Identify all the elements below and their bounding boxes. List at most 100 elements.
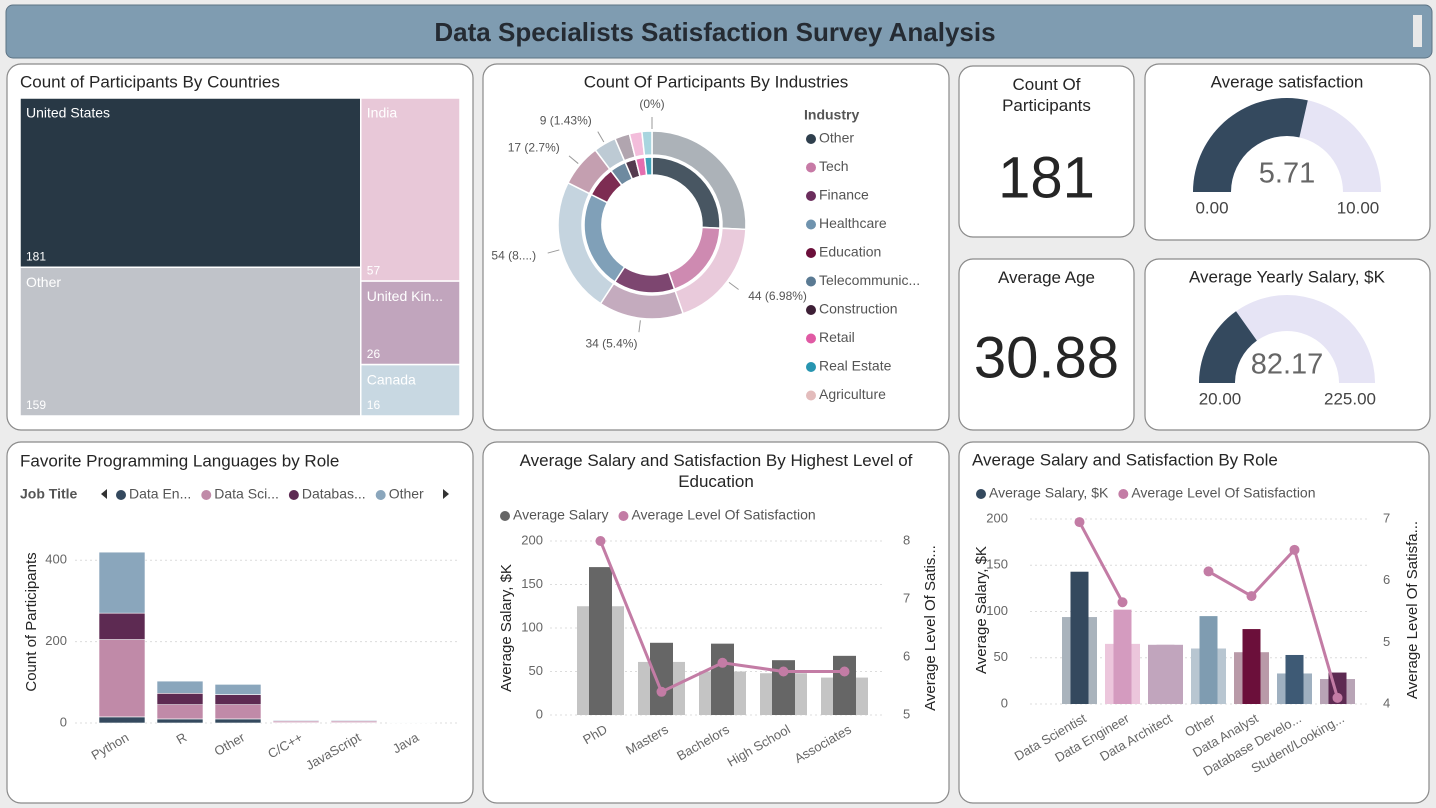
- y-tick-label: 0: [60, 714, 67, 729]
- legend-label: Data Sci...: [214, 486, 279, 502]
- legend-next[interactable]: [443, 489, 449, 499]
- y-tick-label: 8: [903, 532, 910, 547]
- legend-label: Healthcare: [819, 215, 887, 231]
- panel: [1144, 258, 1431, 431]
- legend-swatch: [500, 511, 510, 521]
- bar-segment: [156, 693, 204, 705]
- data-label: 44 (6.98%): [748, 289, 807, 303]
- bar: [772, 660, 795, 715]
- legend-label: Other: [389, 486, 424, 502]
- legend-swatch: [618, 511, 629, 521]
- legend-label: Other: [819, 130, 854, 146]
- y-tick-label: 100: [521, 619, 543, 634]
- y-tick-label: 6: [1383, 572, 1390, 587]
- chart-title: Average Salary and Satisfaction By Role: [972, 450, 1278, 469]
- tile-value: 16: [367, 398, 381, 412]
- gauge-value: [1199, 311, 1257, 383]
- data-label: 54 (8....): [491, 248, 536, 262]
- legend-swatch: [375, 490, 386, 500]
- bar: [1242, 629, 1261, 704]
- legend-label: Finance: [819, 187, 869, 203]
- treemap-tile: [360, 280, 461, 366]
- bar-segment: [272, 719, 320, 721]
- bar: [711, 643, 734, 715]
- gauge-max: 225.00: [1324, 389, 1376, 408]
- tile-label: India: [367, 105, 398, 121]
- chart-title: Count Of Participants By Industries: [584, 72, 849, 91]
- y-tick-label: 150: [986, 557, 1008, 572]
- y-tick-label: 200: [521, 532, 543, 547]
- card-value: 30.88: [974, 325, 1119, 390]
- legend-label: Education: [819, 244, 881, 260]
- tile-value: 181: [26, 249, 46, 263]
- gauge-min: 0.00: [1195, 198, 1228, 217]
- dashboard-title: Data Specialists Satisfaction Survey Ana…: [434, 17, 995, 47]
- tile-label: Canada: [367, 371, 416, 387]
- bar-segment: [98, 716, 146, 724]
- label-leader: [568, 155, 579, 164]
- bar-segment: [156, 718, 204, 724]
- scrollbar[interactable]: [1413, 15, 1422, 47]
- y2-axis-label: Average Level Of Satis...: [922, 545, 939, 711]
- y2-axis-label: Average Level Of Satisfa...: [1404, 521, 1421, 699]
- bar: [1199, 616, 1218, 704]
- line-marker: [1246, 591, 1257, 602]
- legend-swatch: [976, 489, 986, 499]
- panels: [6, 63, 1431, 804]
- legend-swatch: [806, 276, 816, 287]
- chart-title: Average satisfaction: [1211, 72, 1364, 91]
- panel: [1144, 63, 1431, 241]
- bar: [833, 655, 856, 715]
- data-label: 17 (2.7%): [508, 140, 560, 154]
- legend-swatch: [806, 219, 816, 230]
- y-tick-label: 5: [1383, 634, 1390, 649]
- chart-title: Count of Participants By Countries: [20, 72, 280, 91]
- bar: [650, 642, 673, 715]
- bar: [589, 567, 612, 715]
- label-leader: [597, 131, 605, 143]
- legend-prev[interactable]: [101, 489, 107, 499]
- gauge-max: 10.00: [1337, 198, 1380, 217]
- y-tick-label: 4: [1383, 695, 1390, 710]
- tile-label: United States: [26, 105, 110, 121]
- tile-label: Other: [26, 274, 61, 290]
- data-label: 9 (1.43%): [540, 113, 592, 127]
- label-leader: [638, 320, 641, 333]
- data-label: 34 (5.4%): [585, 336, 637, 350]
- card-title: Average Age: [997, 268, 1096, 287]
- legend-label: Average Salary: [513, 507, 608, 523]
- legend-swatch: [806, 390, 816, 401]
- y-tick-label: 400: [45, 552, 67, 567]
- legend-swatch: [806, 305, 816, 315]
- line-marker: [1074, 517, 1085, 528]
- legend-swatch: [806, 362, 816, 372]
- panel: [958, 441, 1430, 804]
- y-tick-label: 200: [45, 633, 67, 648]
- legend-label: Telecommunic...: [819, 272, 920, 288]
- card-title-box: Count Of Participants: [1002, 75, 1091, 115]
- y-tick-label: 0: [1001, 695, 1008, 710]
- bar-segment: [214, 684, 262, 695]
- bar-segment: [214, 704, 262, 720]
- gauge-value-label: 82.17: [1251, 349, 1324, 381]
- legend-swatch: [201, 490, 212, 500]
- line-marker: [1332, 692, 1343, 703]
- legend-label: Average Level Of Satisfaction: [1131, 485, 1315, 501]
- bar-segment: [98, 639, 146, 718]
- data-label: (0%): [639, 97, 664, 111]
- bar-segment: [98, 612, 146, 640]
- label-leader: [547, 249, 560, 254]
- y-tick-label: 200: [986, 510, 1008, 525]
- bar-segment: [156, 680, 204, 694]
- line-marker: [656, 686, 667, 697]
- line-marker: [1203, 566, 1214, 577]
- tile-value: 26: [367, 347, 381, 361]
- legend-label: Databas...: [302, 486, 366, 502]
- legend-label: Average Salary, $K: [989, 485, 1109, 501]
- legend-label: Construction: [819, 301, 898, 317]
- gauge-track: [1199, 295, 1375, 383]
- bar: [1113, 609, 1132, 704]
- line-marker: [1289, 544, 1300, 555]
- bar-segment: [214, 694, 262, 705]
